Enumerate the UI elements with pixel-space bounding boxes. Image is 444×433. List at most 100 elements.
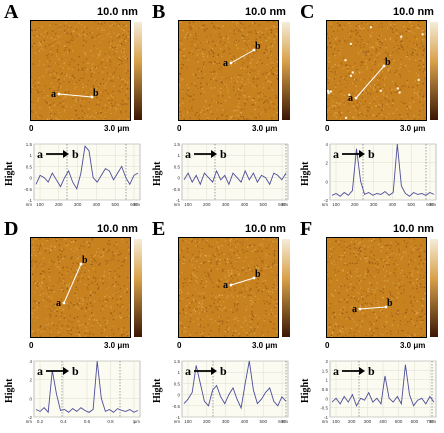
y-tick-label: 1.5 <box>322 368 329 373</box>
axis-start-label: 0 <box>29 124 34 133</box>
x-tick-label: 400 <box>379 419 387 424</box>
y-axis-label: Hight <box>300 161 311 186</box>
x-tick-label: 0.2 <box>37 419 44 424</box>
y-unit-label: nm <box>174 202 181 207</box>
x-tick-label: 600 <box>278 202 286 207</box>
profile-label-a: a <box>37 147 43 161</box>
axis-start-label: 0 <box>177 124 182 133</box>
image-marker-b: b <box>255 41 261 52</box>
image-marker-b: b <box>387 298 393 309</box>
x-tick-label: 600 <box>411 419 419 424</box>
image-marker-a: a <box>51 89 56 100</box>
y-tick-label: 1 <box>325 378 328 383</box>
x-tick-label: 500 <box>111 202 119 207</box>
image-marker-a: a <box>56 298 61 309</box>
y-tick-label: -0.5 <box>172 187 180 192</box>
profile-label-b: b <box>72 364 79 378</box>
y-axis-label: Hight <box>300 378 311 403</box>
axis-end-label: 3.0 μm <box>104 341 130 350</box>
profile-label-b: b <box>368 147 375 161</box>
image-marker-a: a <box>223 280 228 291</box>
y-tick-label: 1.5 <box>174 359 181 364</box>
y-tick-label: 2 <box>29 378 32 383</box>
x-tick-label: 600 <box>426 202 434 207</box>
y-tick-label: 0.5 <box>174 164 181 169</box>
height-colorbar <box>430 22 438 120</box>
profile-label-a: a <box>185 364 191 378</box>
afm-topography-image: ab <box>30 237 131 338</box>
x-tick-label: 100 <box>184 419 192 424</box>
y-tick-label: 1 <box>29 153 32 158</box>
x-tick-label: 100 <box>36 202 44 207</box>
profile-label-a: a <box>333 147 339 161</box>
panel-letter: C <box>300 1 315 23</box>
y-tick-label: 0 <box>177 176 180 181</box>
axis-end-label: 3.0 μm <box>400 124 426 133</box>
image-marker-a: a <box>352 304 357 315</box>
x-tick-label: 0.6 <box>84 419 91 424</box>
afm-topography-image: ab <box>178 20 279 121</box>
profile-label-b: b <box>72 147 79 161</box>
x-unit-label: nm <box>430 419 437 424</box>
y-unit-label: nm <box>26 202 33 207</box>
x-tick-label: 400 <box>241 202 249 207</box>
height-scale-label: 10.0 nm <box>393 6 434 18</box>
x-tick-label: 200 <box>55 202 63 207</box>
image-marker-a: a <box>223 58 228 69</box>
image-marker-b: b <box>255 269 261 280</box>
height-colorbar <box>282 239 290 337</box>
y-tick-label: 1 <box>177 370 180 375</box>
x-unit-label: nm <box>282 419 289 424</box>
y-axis-label: Hight <box>152 161 163 186</box>
y-unit-label: nm <box>174 419 181 424</box>
profile-label-a: a <box>333 364 339 378</box>
x-tick-label: 300 <box>222 419 230 424</box>
profile-line <box>183 169 287 186</box>
axis-start-label: 0 <box>325 124 330 133</box>
x-unit-label: nm <box>134 202 141 207</box>
y-tick-label: -1 <box>324 415 328 420</box>
panel-letter: D <box>4 218 19 240</box>
y-axis-label: Hight <box>152 378 163 403</box>
panel-letter: F <box>300 218 313 240</box>
y-tick-label: 4 <box>325 142 328 147</box>
afm-topography-image: ab <box>178 237 279 338</box>
y-tick-label: 0 <box>29 396 32 401</box>
x-tick-label: 400 <box>241 419 249 424</box>
height-colorbar <box>430 239 438 337</box>
y-tick-label: 0.5 <box>174 381 181 386</box>
image-marker-a: a <box>348 93 353 104</box>
profile-label-a: a <box>185 147 191 161</box>
y-tick-label: -0.5 <box>320 406 328 411</box>
y-tick-label: 0 <box>325 179 328 184</box>
panel-letter: A <box>4 1 19 23</box>
x-tick-label: 100 <box>184 202 192 207</box>
profile-line <box>35 145 139 190</box>
axis-start-label: 0 <box>325 341 330 350</box>
x-tick-label: 700 <box>426 419 434 424</box>
y-tick-label: 0 <box>325 396 328 401</box>
x-tick-label: 200 <box>203 419 211 424</box>
y-unit-label: nm <box>322 202 329 207</box>
afm-topography-image: ab <box>326 20 427 121</box>
axis-end-label: 3.0 μm <box>104 124 130 133</box>
height-colorbar <box>282 22 290 120</box>
x-tick-label: 100 <box>332 202 340 207</box>
image-marker-b: b <box>82 255 88 266</box>
profile-line <box>35 360 139 414</box>
x-tick-label: 600 <box>278 419 286 424</box>
profile-label-a: a <box>37 364 43 378</box>
height-profile-plot: 4 2 0 -2nm 0.2 0.4 0.6 0.8 1μm a b <box>26 359 141 424</box>
x-tick-label: 200 <box>203 202 211 207</box>
panel-letter: E <box>152 218 166 240</box>
height-scale-label: 10.0 nm <box>245 223 286 235</box>
x-tick-label: 500 <box>395 419 403 424</box>
y-axis-label: Hight <box>4 378 15 403</box>
axis-end-label: 3.0 μm <box>400 341 426 350</box>
